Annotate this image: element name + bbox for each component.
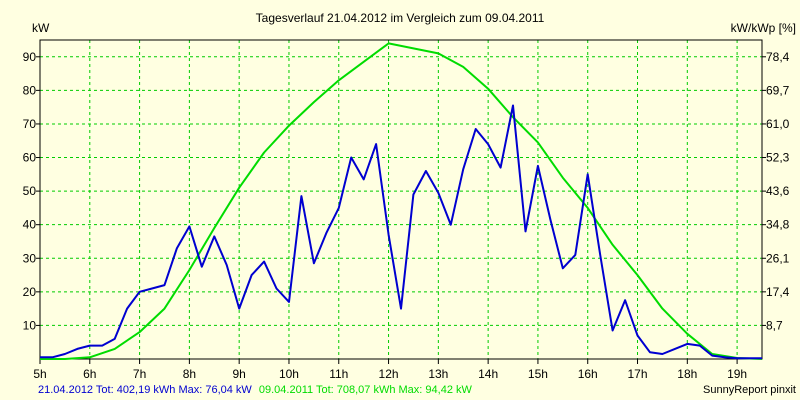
footer-credit: SunnyReport pinxit — [703, 384, 796, 396]
y-axis-right-ticks: 8,7 17,4 26,1 34,8 43,6 52,3 61,0 69,7 78,4 — [762, 50, 790, 332]
series-line-2 — [40, 42, 763, 360]
y-left-tick-label: 70 — [23, 117, 37, 131]
y-axis-left-ticks: 10 20 30 40 50 60 70 80 90 — [23, 50, 40, 332]
series-line-1 — [40, 104, 762, 360]
y-left-tick-label: 20 — [23, 285, 37, 299]
y-right-tick-label: 8,7 — [766, 318, 783, 332]
x-tick-label: 5h — [33, 367, 46, 381]
y-left-tick-label: 80 — [23, 83, 37, 97]
x-tick-label: 8h — [183, 367, 196, 381]
series-lines — [40, 42, 763, 360]
y-right-tick-label: 26,1 — [766, 251, 790, 265]
x-tick-label: 12h — [379, 367, 399, 381]
x-tick-label: 11h — [329, 367, 348, 381]
x-tick-label: 17h — [628, 367, 648, 381]
summary-series-1: 21.04.2012 Tot: 402,19 kWh Max: 76,04 kW — [38, 384, 252, 396]
y-right-tick-label: 61,0 — [766, 117, 790, 131]
y-axis-right-label: kW/kWp [%] — [731, 21, 796, 35]
footer-summary: 21.04.2012 Tot: 402,19 kWh Max: 76,04 kW… — [38, 384, 472, 396]
x-tick-label: 9h — [232, 367, 245, 381]
y-right-tick-label: 69,7 — [766, 83, 790, 97]
y-left-tick-label: 30 — [23, 251, 37, 265]
y-left-tick-label: 90 — [23, 50, 37, 64]
x-tick-label: 18h — [677, 367, 697, 381]
y-left-tick-label: 40 — [23, 218, 37, 232]
x-tick-label: 10h — [279, 367, 299, 381]
plot-frame — [39, 39, 763, 360]
x-tick-label: 7h — [133, 367, 146, 381]
x-tick-label: 6h — [83, 367, 96, 381]
y-left-tick-label: 10 — [23, 318, 37, 332]
y-axis-left-label: kW — [32, 21, 50, 35]
chart-title: Tagesverlauf 21.04.2012 im Vergleich zum… — [256, 11, 545, 25]
y-right-tick-label: 43,6 — [766, 184, 790, 198]
y-left-tick-label: 60 — [23, 151, 37, 165]
x-tick-label: 15h — [528, 367, 548, 381]
x-tick-label: 19h — [727, 367, 747, 381]
x-tick-label: 13h — [428, 367, 448, 381]
x-tick-label: 14h — [478, 367, 498, 381]
x-axis-ticks: 5h 6h 7h 8h 9h 10h 11h 12h 13h 14h 15h 16h 17h 18h 19h — [33, 359, 747, 381]
y-right-tick-label: 34,8 — [766, 218, 790, 232]
y-left-tick-label: 50 — [23, 184, 37, 198]
x-tick-label: 16h — [578, 367, 598, 381]
y-right-tick-label: 52,3 — [766, 151, 790, 165]
y-right-tick-label: 78,4 — [766, 50, 790, 64]
grid — [40, 40, 762, 359]
summary-series-2: 09.04.2011 Tot: 708,07 kWh Max: 94,42 kW — [259, 384, 473, 396]
y-right-tick-label: 17,4 — [766, 285, 790, 299]
